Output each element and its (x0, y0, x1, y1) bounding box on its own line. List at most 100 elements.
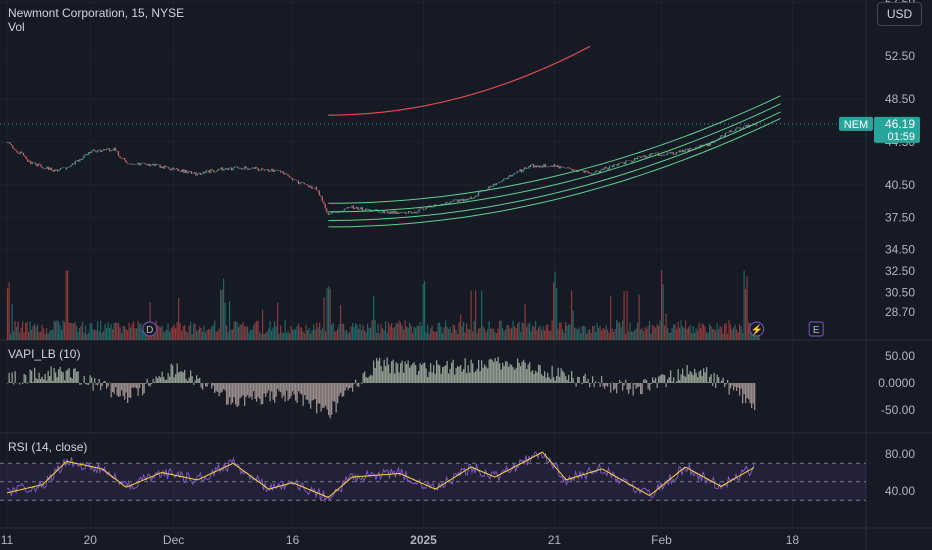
vapi-bar (730, 383, 732, 389)
volume-bar (683, 327, 685, 340)
volume-bar (208, 329, 210, 340)
vapi-bar (602, 383, 604, 387)
volume-bar (149, 302, 151, 340)
vapi-bar (142, 383, 144, 396)
vapi-bar (152, 378, 154, 383)
volume-bar (253, 324, 255, 340)
vapi-bar (718, 377, 720, 383)
vapi-bar (413, 362, 415, 383)
vapi-bar (112, 383, 114, 393)
vapi-bar (517, 358, 519, 383)
volume-bar (722, 333, 724, 340)
vapi-bar (265, 383, 267, 397)
volume-bar (703, 324, 705, 340)
volume-bar (316, 322, 318, 340)
vapi-bar (656, 383, 658, 388)
vapi-bar (302, 383, 304, 406)
split-marker (749, 321, 765, 337)
event-marker: E (808, 321, 824, 337)
currency-button[interactable]: USD (877, 2, 922, 26)
volume-bar (58, 321, 60, 340)
vapi-bar (26, 383, 28, 384)
vapi-bar (341, 383, 343, 397)
vapi-bar (383, 359, 385, 383)
vapi-bar (289, 383, 291, 399)
vapi-bar (91, 377, 93, 383)
vapi-bar (562, 370, 564, 383)
vapi-bar (67, 369, 69, 383)
volume-bar (593, 325, 595, 340)
volume-bar (424, 280, 426, 340)
date-tick-label: 20 (84, 533, 98, 547)
volume-bar (488, 321, 490, 340)
vapi-bar (530, 371, 532, 383)
volume-bar (635, 328, 637, 340)
vapi-bar (136, 383, 138, 389)
vapi-bar (187, 380, 189, 383)
volume-bar (56, 320, 58, 340)
volume-bar (539, 325, 541, 340)
volume-bar (526, 326, 528, 340)
vapi-bar (275, 383, 277, 397)
volume-bar (355, 323, 357, 340)
volume-bar (613, 331, 615, 340)
vapi-bar (347, 383, 349, 391)
volume-bar (628, 331, 630, 340)
volume-bar (160, 327, 162, 340)
vapi-bar (689, 370, 691, 383)
volume-bar (527, 323, 529, 340)
volume-bar (566, 326, 568, 340)
volume-bar (191, 333, 193, 340)
volume-bar (139, 324, 141, 340)
volume-bar (688, 327, 690, 340)
volume-bar (127, 330, 129, 340)
volume-bar (175, 327, 177, 340)
vapi-bar (610, 383, 612, 393)
vapi-bar (332, 383, 334, 402)
vapi-bar (494, 358, 496, 383)
vapi-bar (472, 363, 474, 383)
vapi-bar (529, 362, 531, 383)
volume-bar (521, 322, 523, 340)
volume-bar (496, 332, 498, 340)
vapi-bar (637, 383, 639, 388)
volume-bar (397, 323, 399, 340)
volume-bar (163, 332, 165, 340)
vapi-bar (290, 383, 292, 397)
vapi-bar (59, 366, 61, 383)
vapi-bar (688, 374, 690, 383)
vapi-bar (230, 383, 232, 405)
volume-bar (236, 322, 238, 340)
volume-bar (571, 290, 573, 340)
vapi-bar (400, 363, 402, 383)
vapi-bar (226, 383, 228, 405)
volume-bar (536, 330, 538, 340)
vapi-bar (716, 374, 718, 383)
vapi-bar (754, 383, 756, 411)
volume-bar (653, 326, 655, 340)
volume-bar (641, 328, 643, 340)
vapi-bar (448, 373, 450, 383)
volume-bar (365, 331, 367, 340)
volume-bar (401, 325, 403, 340)
volume-bar (346, 329, 348, 340)
volume-bar (167, 323, 169, 340)
vapi-bar (440, 373, 442, 383)
volume-bar (341, 323, 343, 340)
volume-bar (686, 328, 688, 340)
vapi-bar (526, 369, 528, 383)
volume-bar (226, 325, 228, 340)
volume-bar (758, 332, 760, 340)
vapi-bar (272, 383, 274, 400)
vapi-bar (364, 371, 366, 383)
volume-bar (568, 324, 570, 340)
vapi-bar (337, 383, 339, 404)
volume-bar (371, 320, 373, 340)
volume-bar (356, 325, 358, 340)
volume-bar (296, 325, 298, 340)
volume-bar (464, 332, 466, 340)
vapi-bar (557, 367, 559, 383)
volume-bar (439, 322, 441, 340)
volume-bar (319, 322, 321, 340)
